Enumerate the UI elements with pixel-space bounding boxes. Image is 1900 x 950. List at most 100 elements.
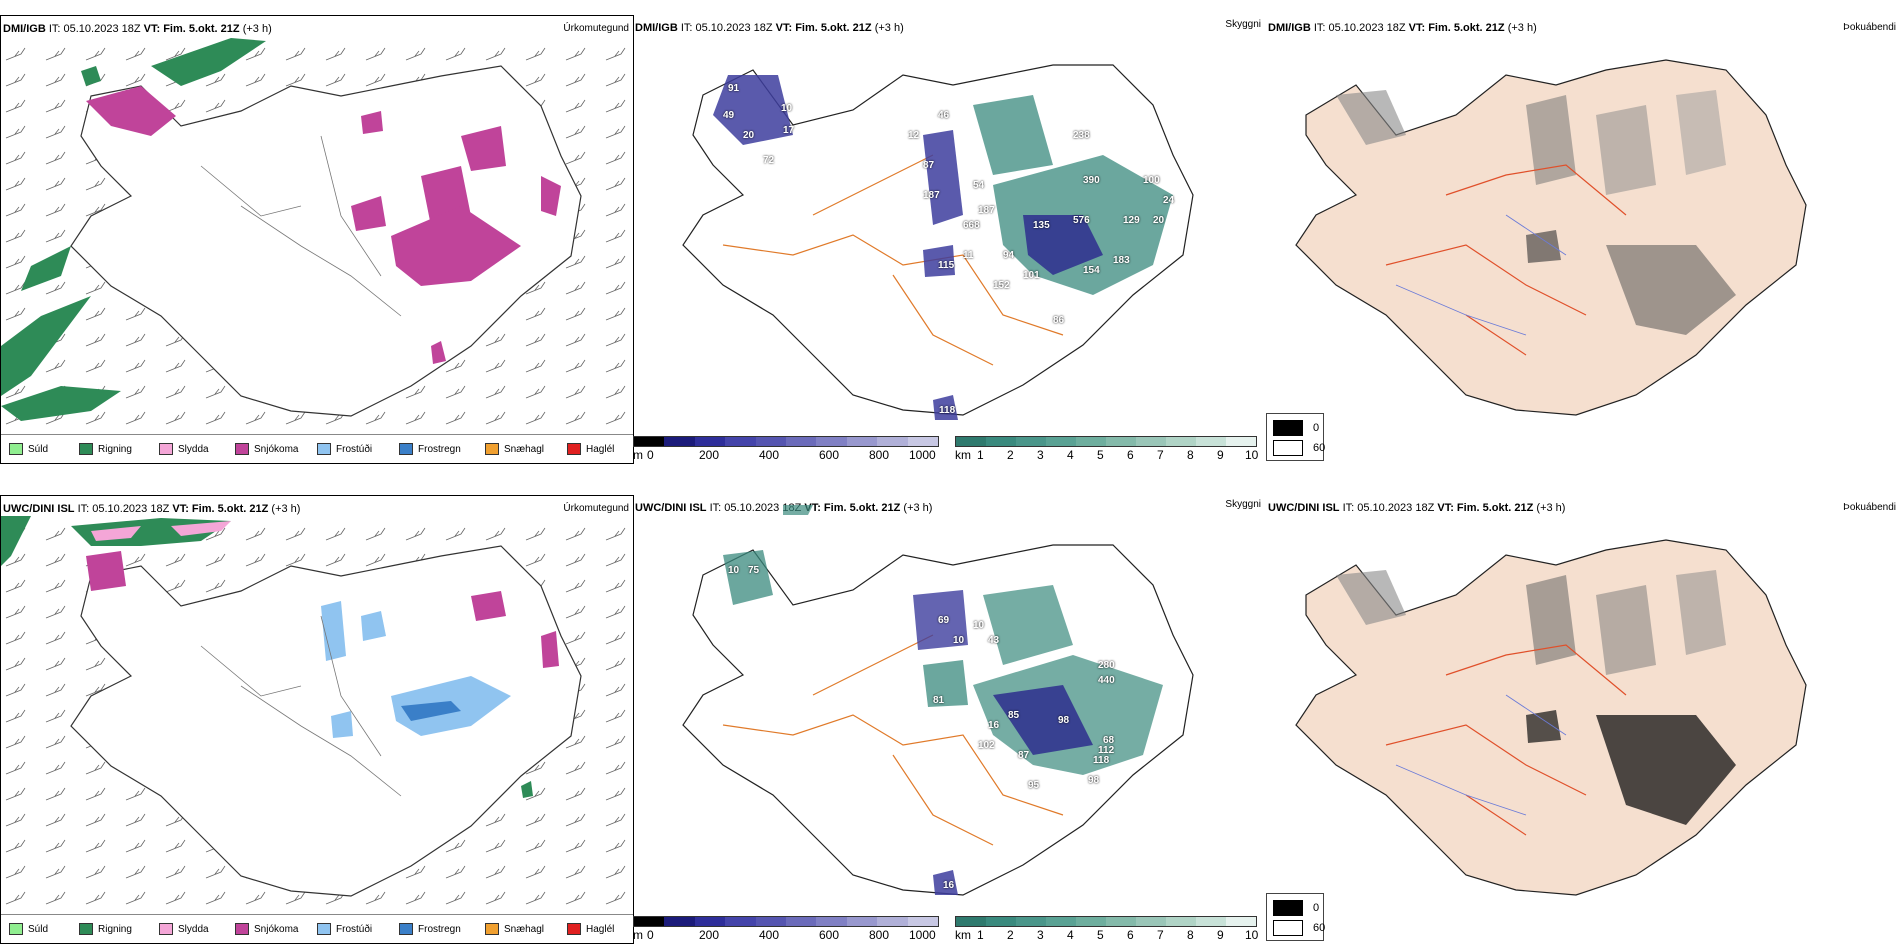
visibility-value-label: 187: [978, 205, 995, 216]
panel-header: DMI/IGB IT: 05.10.2023 18Z VT: Fim. 5.ok…: [1266, 19, 1900, 37]
visibility-panel-top: DMI/IGB IT: 05.10.2023 18Z VT: Fim. 5.ok…: [633, 15, 1265, 462]
init-time: IT: 05.10.2023 18Z: [680, 22, 773, 34]
legend-label: Frostúði: [336, 443, 373, 455]
legend-item: Súld: [9, 443, 48, 455]
scale-tick: 200: [699, 928, 720, 942]
visibility-value-label: 16: [943, 880, 955, 891]
product-title: Skyggni: [1225, 19, 1261, 30]
legend-item: Snæhagl: [485, 443, 544, 455]
valid-time: Fim. 5.okt. 21Z: [191, 503, 269, 515]
visibility-value-label: 11: [963, 250, 974, 261]
fog-map-bottom: [1295, 539, 1807, 896]
legend-label: 0: [1313, 422, 1320, 434]
visibility-value-label: 10: [973, 620, 985, 631]
visibility-value-label: 16: [988, 720, 1000, 731]
offset: (+3 h): [903, 502, 933, 514]
scale-unit: m: [633, 928, 643, 942]
fog-panel-bottom: UWC/DINI ISL IT: 05.10.2023 18Z VT: Fim.…: [1266, 495, 1900, 942]
panel-header: UWC/DINI ISL IT: 05.10.2023 18Z VT: Fim.…: [633, 499, 1265, 517]
swatch: [567, 443, 581, 455]
legend-label: Haglél: [586, 443, 615, 455]
visibility-value-label: 576: [1073, 215, 1090, 226]
visibility-value-label: 101: [1023, 270, 1040, 281]
swatch: [399, 923, 413, 935]
visibility-value-label: 81: [933, 695, 945, 706]
swatch: [79, 443, 93, 455]
precip-panel-bottom: UWC/DINI ISL IT: 05.10.2023 18Z VT: Fim.…: [0, 495, 634, 944]
visibility-value-label: 85: [1008, 710, 1020, 721]
legend-item: Haglél: [567, 443, 614, 455]
offset: (+3 h): [874, 22, 904, 34]
visibility-labels: 91 49 20 72 10 17 12 87 187 46 54 187 668 115 11 94 101 1…: [633, 15, 1265, 435]
model-name: DMI/IGB: [3, 23, 46, 35]
visibility-value-label: 135: [1033, 220, 1050, 231]
visibility-value-label: 86: [1053, 315, 1065, 326]
swatch: [1273, 900, 1303, 916]
swatch: [79, 923, 93, 935]
scale-tick: 7: [1157, 928, 1164, 942]
product-title: Þokuábendi: [1843, 22, 1896, 33]
visibility-value-label: 102: [978, 740, 995, 751]
valid-label: VT:: [143, 23, 161, 35]
swatch: [9, 923, 23, 935]
precip-map-bottom: [1, 516, 633, 915]
init-time: IT: 05.10.2023 18Z: [1342, 502, 1435, 514]
visibility-value-label: 95: [1028, 780, 1040, 791]
model-name: UWC/DINI ISL: [635, 502, 707, 514]
visibility-panel-bottom: UWC/DINI ISL IT: 05.10.2023 18Z VT: Fim.…: [633, 495, 1265, 942]
valid-time: Fim. 5.okt. 21Z: [795, 22, 872, 34]
valid-label: VT:: [775, 22, 793, 34]
product-title: Úrkomutegund: [563, 23, 629, 34]
scale-tick: 6: [1127, 928, 1134, 942]
model-name: UWC/DINI ISL: [3, 503, 75, 515]
scale-tick: 3: [1037, 448, 1044, 462]
valid-time: Fim. 5.okt. 21Z: [823, 502, 901, 514]
offset: (+3 h): [1507, 22, 1537, 34]
panel-header: UWC/DINI ISL IT: 05.10.2023 18Z VT: Fim.…: [1, 500, 633, 518]
visibility-value-label: 98: [1058, 715, 1070, 726]
legend-item: Súld: [9, 923, 48, 935]
scale-tick: 1: [977, 928, 984, 942]
iceland-outline: [70, 65, 582, 417]
visibility-value-label: 98: [1088, 775, 1100, 786]
visibility-value-label: 91: [728, 83, 740, 94]
visibility-value-label: 68: [1103, 735, 1115, 746]
visibility-value-label: 100: [1143, 175, 1160, 186]
scale-tick: 600: [819, 448, 840, 462]
visibility-scale-m: m 0 200 400 600 800 1000: [633, 436, 939, 462]
scale-tick: 10: [1245, 928, 1259, 942]
scale-tick: 400: [759, 928, 780, 942]
scale-tick: 8: [1187, 928, 1194, 942]
fog-panel-top: DMI/IGB IT: 05.10.2023 18Z VT: Fim. 5.ok…: [1266, 15, 1900, 462]
legend-label: Snjókoma: [254, 923, 299, 935]
visibility-value-label: 20: [743, 130, 755, 141]
swatch: [317, 443, 331, 455]
scale-tick: 600: [819, 928, 840, 942]
swatch: [159, 443, 173, 455]
init-time: IT: 05.10.2023 18Z: [709, 502, 802, 514]
legend-label: Frostregn: [418, 443, 461, 455]
swatch: [9, 443, 23, 455]
visibility-value-label: 129: [1123, 215, 1140, 226]
scale-tick: 5: [1097, 928, 1104, 942]
visibility-value-label: 54: [973, 180, 985, 191]
legend-item: 0: [1273, 420, 1319, 436]
visibility-value-label: 87: [1018, 750, 1030, 761]
fog-legend: 0 60: [1266, 413, 1325, 461]
swatch: [1273, 440, 1303, 456]
swatch: [235, 923, 249, 935]
scale-unit: m: [633, 448, 643, 462]
legend-item: Frostúði: [317, 443, 372, 455]
visibility-value-label: 390: [1083, 175, 1100, 186]
iceland-outline: [682, 64, 1194, 416]
panel-header: DMI/IGB IT: 05.10.2023 18Z VT: Fim. 5.ok…: [1, 20, 633, 38]
visibility-value-label: 115: [938, 260, 955, 271]
init-time: IT: 05.10.2023 18Z: [77, 503, 170, 515]
legend-label: 60: [1313, 922, 1326, 934]
scale-unit: km: [955, 928, 971, 942]
product-title: Úrkomutegund: [563, 503, 629, 514]
scale-tick: 4: [1067, 448, 1074, 462]
legend-label: Slydda: [178, 443, 209, 455]
scale-tick: 9: [1217, 448, 1224, 462]
scale-tick: 200: [699, 448, 720, 462]
